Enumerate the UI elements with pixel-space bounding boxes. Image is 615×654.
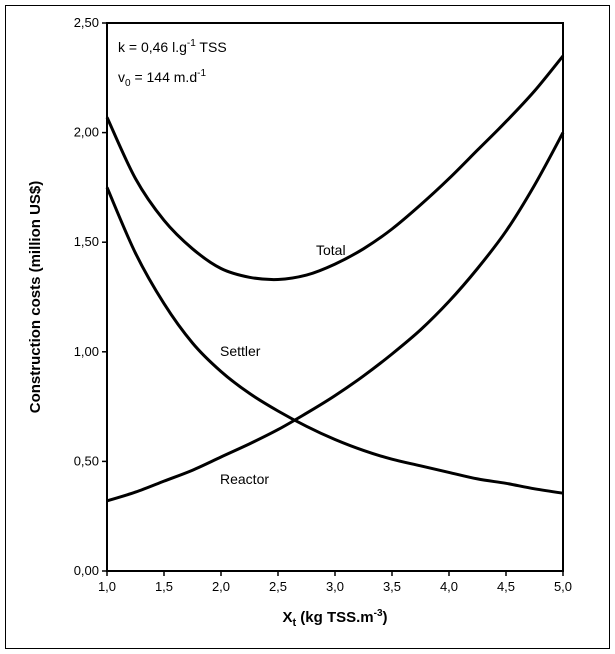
x-tick-label: 5,0: [554, 579, 572, 594]
x-tick-label: 1,5: [155, 579, 173, 594]
series-label-settler: Settler: [220, 343, 261, 359]
x-tick-label: 3,0: [326, 579, 344, 594]
x-axis-ticks: 1,0 1,5 2,0 2,5 3,0 3,5 4,0 4,5 5,0: [98, 571, 572, 594]
y-tick-label: 2,00: [74, 125, 99, 140]
y-tick-label: 1,00: [74, 344, 99, 359]
x-tick-label: 4,5: [497, 579, 515, 594]
v0-annotation: v0 = 144 m.d-1: [118, 68, 206, 89]
y-tick-label: 1,50: [74, 234, 99, 249]
series-label-reactor: Reactor: [220, 471, 269, 487]
series-line-settler: [105, 186, 564, 495]
y-tick-label: 0,00: [74, 563, 99, 578]
series-curves: [105, 54, 565, 503]
x-axis-title: Xt (kg TSS.m-3): [282, 608, 387, 629]
k-annotation: k = 0,46 l.g-1 TSS: [118, 38, 227, 55]
x-tick-label: 3,5: [383, 579, 401, 594]
x-tick-label: 4,0: [440, 579, 458, 594]
series-line-reactor: [106, 131, 565, 503]
x-tick-label: 1,0: [98, 579, 116, 594]
y-axis-ticks: 0,00 0,50 1,00 1,50 2,00 2,50: [74, 15, 107, 578]
series-label-total: Total: [316, 242, 346, 258]
plot-area: [106, 22, 564, 572]
x-tick-label: 2,5: [269, 579, 287, 594]
y-tick-label: 0,50: [74, 453, 99, 468]
y-axis-title: Construction costs (million US$): [27, 181, 44, 414]
y-tick-label: 2,50: [74, 15, 99, 30]
series-line-total: [105, 54, 565, 282]
x-tick-label: 2,0: [212, 579, 230, 594]
